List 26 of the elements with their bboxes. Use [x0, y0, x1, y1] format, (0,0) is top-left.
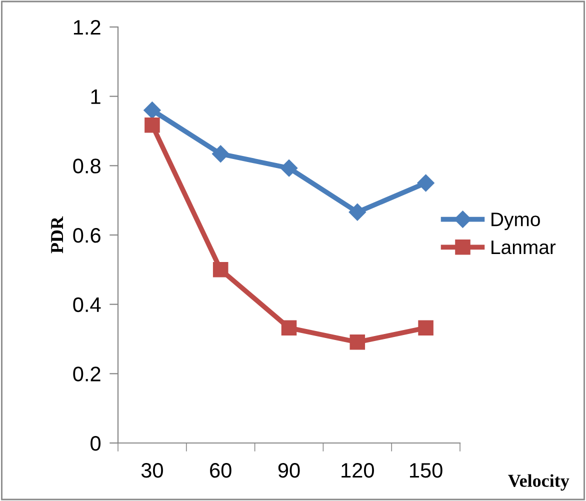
- point: [418, 320, 434, 336]
- y-tick-label: 0.2: [73, 366, 100, 382]
- legend-label: Dymo: [492, 212, 540, 230]
- x-axis-title: Velocity: [508, 474, 570, 491]
- x-tick-label: 120: [342, 462, 374, 478]
- point: [417, 174, 434, 192]
- x-tick-label: 60: [210, 462, 232, 478]
- y-tick-label: 1.2: [74, 20, 100, 35]
- legend-label: Lanmar: [492, 240, 556, 254]
- point: [280, 160, 298, 177]
- x-tick-label: 30: [141, 462, 163, 478]
- y-tick-label: 0.8: [73, 158, 100, 174]
- x-tick-label: 90: [278, 462, 300, 478]
- point: [281, 320, 297, 336]
- x-tick-label: 150: [410, 462, 442, 478]
- y-tick-label: 0: [90, 436, 101, 451]
- y-tick-label: 0.6: [73, 228, 100, 243]
- point: [212, 145, 230, 162]
- y-axis-title: PDR: [51, 216, 64, 254]
- point: [348, 204, 366, 221]
- y-tick-label: 0.4: [73, 297, 101, 312]
- y-tick-label: 1: [91, 90, 100, 104]
- point: [144, 117, 160, 133]
- point: [212, 262, 228, 278]
- point: [144, 102, 161, 119]
- point: [350, 334, 366, 350]
